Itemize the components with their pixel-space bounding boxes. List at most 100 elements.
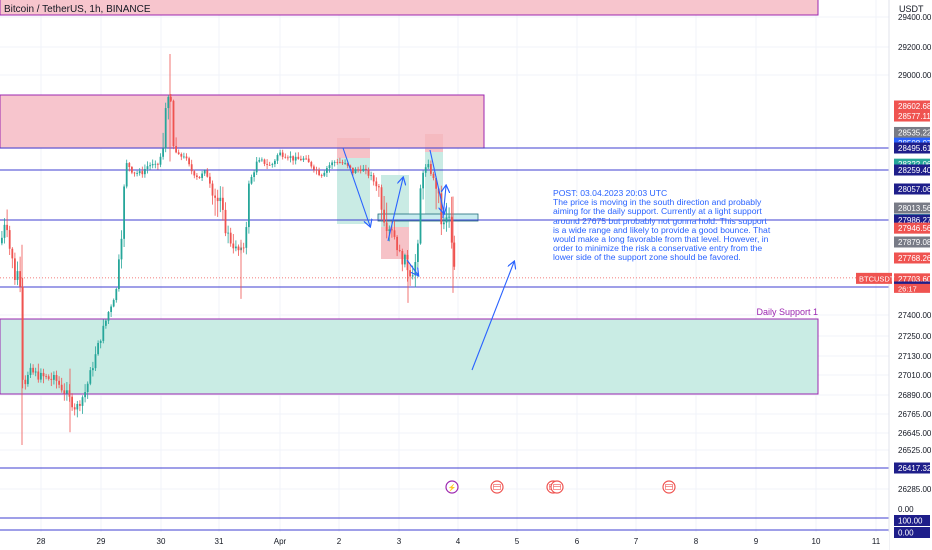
price-tick-label: 26765.00 (898, 410, 932, 419)
event-markers[interactable]: ⚡ (445, 480, 676, 494)
candle-body (211, 183, 214, 196)
candle (419, 184, 422, 245)
price-axis[interactable]: 29400.00 29200.00 29000.00 27400.00 27250.00… (856, 0, 932, 550)
price-label-text: 27986.27 (898, 216, 932, 225)
time-tick-label: 2 (337, 537, 342, 546)
candle (328, 162, 331, 173)
event-marker[interactable] (550, 480, 564, 494)
candle-body (287, 157, 289, 159)
candle (167, 94, 170, 120)
candle (372, 172, 375, 186)
candle-body (209, 176, 211, 184)
candle (188, 156, 190, 167)
candle (11, 247, 14, 269)
candle-body (89, 370, 92, 384)
candle (216, 189, 219, 217)
candle-body (372, 175, 375, 182)
candle-body (326, 168, 328, 173)
candle (86, 381, 89, 399)
candle-body (105, 320, 107, 326)
price-label-bg (894, 126, 930, 138)
analysis-note: POST: 03.04.2023 20:03 UTC The price is … (553, 188, 775, 263)
resistance-zone (0, 94, 485, 149)
candle (383, 195, 385, 227)
candle-body (131, 167, 133, 173)
price-label-bg (894, 142, 930, 154)
candle-body (380, 187, 383, 210)
candle-body (409, 270, 411, 277)
candle-body (300, 158, 302, 161)
candle-body (435, 178, 437, 189)
candle-body (414, 262, 417, 276)
candle-body (50, 378, 53, 380)
price-label-tag: 28535.22 (894, 126, 932, 138)
candle (175, 137, 177, 154)
price-label-tag: 27768.26 (894, 252, 932, 264)
candle (292, 155, 294, 165)
candle-body (164, 108, 167, 149)
trend-arrow (406, 259, 418, 275)
time-tick-label: 10 (812, 537, 821, 546)
candle (105, 319, 107, 329)
candle-body (102, 325, 105, 341)
candle-body (27, 374, 29, 385)
currency-label: USDT (899, 4, 924, 14)
candle (310, 160, 313, 169)
candle (8, 225, 11, 255)
event-marker[interactable]: ⚡ (445, 480, 459, 494)
countdown-bg (894, 283, 930, 293)
candle-body (84, 392, 86, 398)
candle-body (367, 169, 370, 176)
price-label-text: 28057.06 (898, 185, 932, 194)
candle (362, 164, 365, 172)
candle-body (349, 165, 352, 168)
candle-body (24, 379, 27, 385)
candle-body (47, 376, 50, 379)
candle (14, 252, 16, 285)
candle-body (6, 224, 8, 231)
candle (297, 152, 300, 160)
us-flag-icon (665, 484, 673, 490)
time-tick-label: 31 (215, 537, 224, 546)
light-support-box (377, 213, 479, 222)
candle (120, 230, 123, 269)
position-box (425, 134, 443, 152)
candle-body (341, 162, 344, 164)
price-label-tag: 27986.27 (894, 214, 932, 226)
time-tick-label: 5 (515, 537, 520, 546)
candle (417, 239, 419, 278)
candle-body (294, 156, 297, 161)
candle (315, 166, 318, 175)
candle (370, 171, 372, 181)
candle (281, 149, 284, 160)
time-tick-label: 8 (694, 537, 699, 546)
time-tick-label: 3 (397, 537, 402, 546)
candle (229, 227, 232, 247)
volume-tag-bg (894, 527, 930, 538)
candle-body (120, 238, 123, 260)
candle (248, 180, 250, 234)
event-marker[interactable] (490, 480, 504, 494)
candle (401, 248, 404, 272)
candle (40, 368, 42, 383)
candle-body (263, 159, 266, 164)
candle (170, 93, 172, 102)
candle-body (123, 186, 125, 239)
candle (305, 155, 307, 160)
price-label-bg (894, 236, 930, 248)
candle (255, 157, 258, 175)
event-marker[interactable] (662, 480, 676, 494)
candle-body (310, 162, 313, 167)
price-tick-label: 27250.00 (898, 332, 932, 341)
candle-body (21, 286, 24, 380)
candle-body (71, 396, 73, 408)
time-axis[interactable]: 28 29 30 31 Apr 2 3 4 5 6 7 8 9 10 11 (0, 532, 889, 550)
candle-body (248, 183, 250, 228)
candle (146, 161, 149, 174)
candle (227, 225, 229, 244)
candle-body (266, 163, 268, 165)
candle (341, 159, 344, 165)
candle-body (250, 177, 253, 184)
candle (115, 287, 118, 303)
